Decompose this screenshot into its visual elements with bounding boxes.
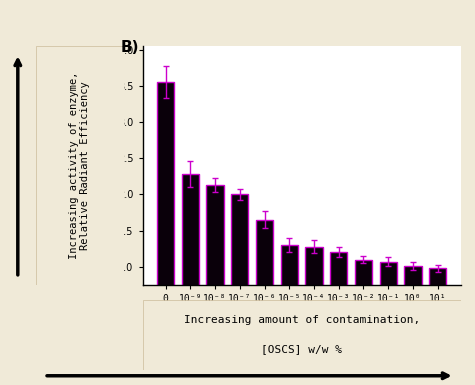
Bar <box>330 252 347 339</box>
Bar <box>231 194 248 339</box>
Bar <box>429 268 446 339</box>
Text: Increasing amount of contamination,: Increasing amount of contamination, <box>183 315 420 325</box>
Bar <box>355 259 372 339</box>
Bar <box>380 262 397 339</box>
Bar <box>281 245 298 339</box>
Bar <box>404 266 421 339</box>
Bar <box>157 82 174 339</box>
Bar <box>207 185 224 339</box>
Bar <box>305 246 323 339</box>
FancyBboxPatch shape <box>36 46 124 285</box>
Text: Increasing activity of enzyme,
Relative Radiant Efficiency: Increasing activity of enzyme, Relative … <box>69 72 90 259</box>
Bar <box>256 220 273 339</box>
Bar <box>182 174 199 339</box>
Text: [OSCS] w/w %: [OSCS] w/w % <box>261 344 342 354</box>
FancyBboxPatch shape <box>142 300 461 370</box>
Text: B): B) <box>121 40 140 55</box>
